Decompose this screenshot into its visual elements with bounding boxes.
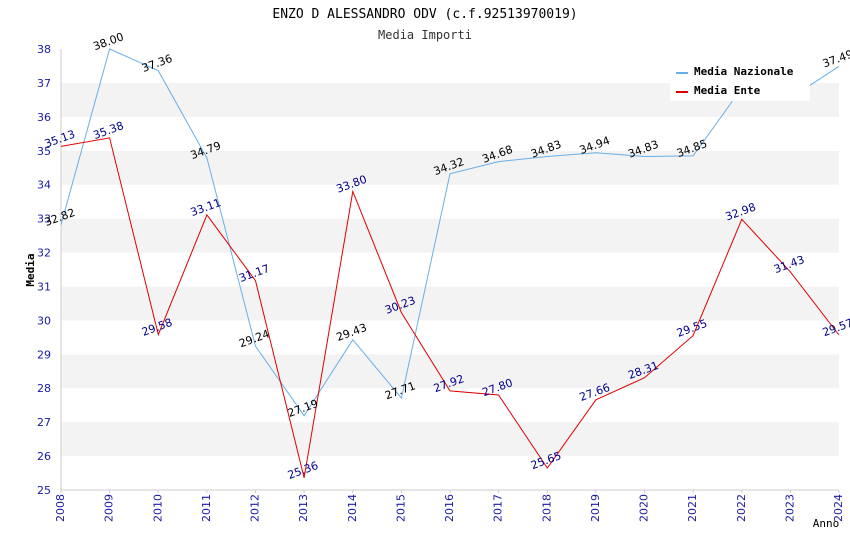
y-tick-label: 38: [37, 43, 51, 56]
x-tick-label: 2022: [735, 494, 748, 522]
chart-subtitle: Media Importi: [378, 28, 472, 42]
grid-band-31: [61, 252, 839, 287]
grid-band-27: [61, 388, 839, 423]
x-tick-label: 2013: [297, 494, 310, 522]
x-tick-label: 2023: [783, 494, 796, 522]
x-axis-label: Anno: [813, 517, 840, 530]
y-tick-label: 33: [37, 213, 51, 226]
x-tick-label: 2017: [492, 494, 505, 522]
x-tick-label: 2009: [103, 494, 116, 522]
grid-band-25: [61, 456, 839, 490]
x-tick-label: 2020: [638, 494, 651, 522]
x-tick-label: 2019: [589, 494, 602, 522]
x-tick-label: 2008: [54, 494, 67, 522]
legend-label-ente: Media Ente: [694, 84, 761, 97]
grid-band-29: [61, 320, 839, 355]
axes: 25 26 27 28 29 30 31 32 33 34 35 36 37 38 2008 2009 2010…: [37, 43, 845, 522]
x-tick-label: 2015: [394, 494, 407, 522]
y-tick-label: 27: [37, 416, 51, 429]
x-tick-label: 2014: [346, 494, 359, 522]
grid-bands: [61, 49, 839, 490]
series-line-ente: [60, 137, 840, 478]
y-tick-label: 37: [37, 77, 51, 90]
grid-band-34: [61, 150, 839, 185]
legend-label-nazionale: Media Nazionale: [694, 65, 794, 78]
y-tick-label: 25: [37, 484, 51, 497]
y-tick-label: 26: [37, 450, 51, 463]
y-tick-label: 31: [37, 280, 51, 293]
x-tick-label: 2011: [200, 494, 213, 522]
series-layer: [60, 48, 840, 478]
y-tick-label: 35: [37, 145, 51, 158]
grid-band-35: [61, 116, 839, 151]
grid-band-33: [61, 184, 839, 219]
y-tick-label: 29: [37, 348, 51, 361]
series-line-nazionale: [60, 48, 840, 417]
x-tick-label: 2021: [686, 494, 699, 522]
grid-band-30: [61, 286, 839, 321]
grid-band-32: [61, 218, 839, 253]
x-tick-label: 2010: [151, 494, 164, 522]
x-tick-label: 2012: [249, 494, 262, 522]
grid-band-26: [61, 422, 839, 457]
x-tick-label: 2016: [443, 494, 456, 522]
x-tick-label: 2018: [540, 494, 553, 522]
y-tick-label: 36: [37, 111, 51, 124]
legend-box: [670, 60, 810, 101]
grid-band-28: [61, 354, 839, 389]
y-axis-label: Media: [24, 253, 37, 286]
y-tick-label: 28: [37, 382, 51, 395]
x-tick-label: 2024: [832, 494, 845, 522]
legend: Media Nazionale Media Ente: [670, 60, 810, 101]
y-tick-label: 32: [37, 247, 51, 260]
y-tick-label: 30: [37, 314, 51, 327]
chart-title: ENZO D ALESSANDRO ODV (c.f.92513970019): [272, 7, 577, 22]
y-tick-label: 34: [37, 179, 51, 192]
